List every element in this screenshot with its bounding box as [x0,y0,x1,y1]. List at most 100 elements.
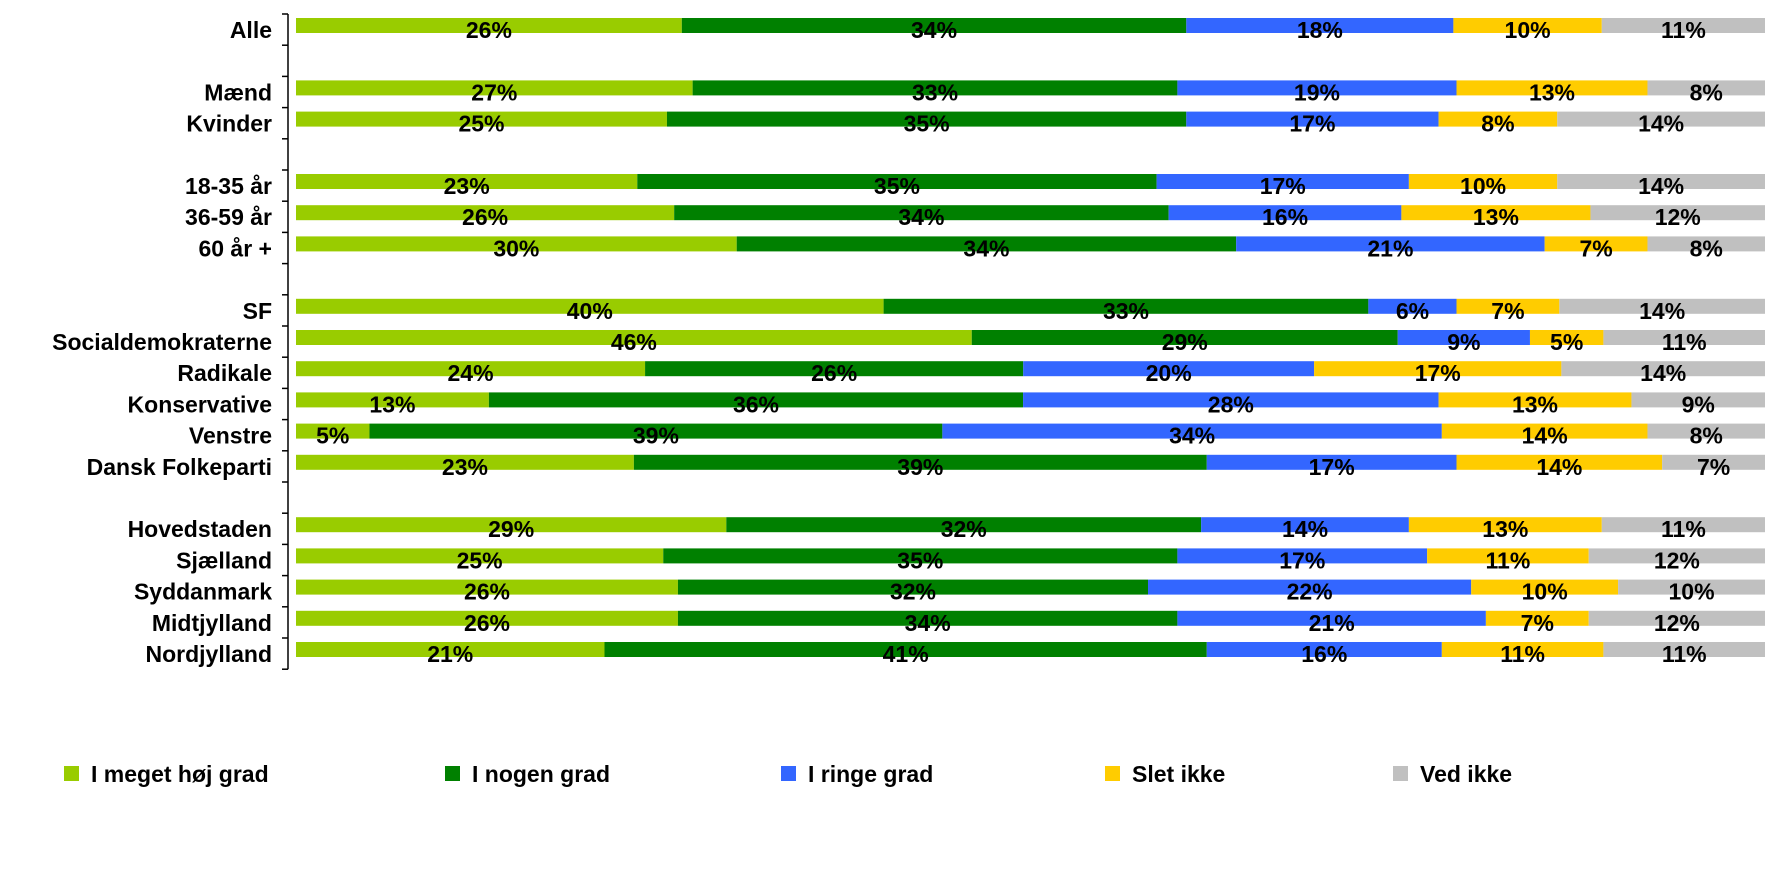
bar-segment [296,205,675,221]
data-label: 25% [457,547,503,573]
data-label: 13% [1529,79,1575,105]
category-label: Syddanmark [134,579,272,605]
data-label: 25% [458,111,504,137]
bar-segment [1603,330,1765,345]
bar-segment [296,392,489,408]
data-label: 21% [1367,235,1413,261]
data-label: 27% [471,79,517,105]
data-label: 10% [1460,173,1506,199]
data-label: 12% [1654,547,1700,573]
data-label: 28% [1208,391,1254,417]
bar-segment [1456,298,1560,314]
category-label: Kvinder [186,111,272,137]
data-label: 8% [1690,423,1723,449]
bar-segment [677,610,1178,626]
bar-segment [883,298,1369,314]
bar-segment [1631,392,1765,408]
bar-segment [1471,579,1619,595]
data-label: 26% [462,204,508,230]
legend-swatch [781,766,796,781]
category-label: Midtjylland [152,610,272,636]
bar-segment [1177,610,1486,626]
bar-segment [1408,174,1558,189]
data-label: 7% [1697,454,1730,480]
data-label: 21% [427,641,473,667]
data-label: 7% [1521,610,1554,636]
data-label: 35% [874,173,920,199]
data-label: 11% [1486,547,1531,573]
data-label: 12% [1655,204,1701,230]
data-label: 9% [1447,329,1480,355]
data-label: 24% [448,360,494,386]
data-label: 33% [1103,298,1149,324]
bar-segment [1647,80,1765,96]
bar-segment [604,642,1207,657]
bar-segment [1485,610,1589,626]
data-label: 12% [1654,610,1700,636]
legend-swatch [64,766,79,781]
bar-segment [1401,205,1591,221]
data-label: 7% [1579,235,1612,261]
data-label: 8% [1481,111,1514,137]
bar-segment [1559,298,1765,314]
data-label: 14% [1522,423,1568,449]
data-label: 7% [1491,298,1524,324]
data-label: 10% [1522,579,1568,605]
category-label: 60 år + [198,235,272,261]
data-label: 34% [963,235,1009,261]
data-label: 14% [1638,173,1684,199]
data-label: 16% [1262,204,1308,230]
bar-segment [666,111,1187,127]
bar-segment [296,80,693,96]
bar-segment [681,18,1187,33]
data-label: 10% [1505,17,1551,43]
data-label: 13% [369,391,415,417]
bar-segment [677,579,1149,595]
bar-segment [1427,548,1589,564]
bar-segment [1662,454,1765,470]
bar-segment [296,330,972,345]
bar-segment [633,454,1207,470]
category-label: 18-35 år [185,173,272,199]
bar-segment [1647,236,1765,252]
bar-segment [369,423,943,439]
data-label: 35% [904,111,950,137]
bar-segment [1601,18,1765,33]
data-label: 29% [488,516,534,542]
bar-segment [726,517,1202,533]
category-label: Venstre [189,423,272,449]
bar-segment [1438,111,1558,127]
bars-layer [296,18,1765,657]
data-label: 34% [905,610,951,636]
data-label: 17% [1309,454,1355,480]
data-label: 30% [493,235,539,261]
data-label: 32% [941,516,987,542]
data-label: 26% [466,17,512,43]
legend-item: Slet ikke [1105,761,1225,787]
data-label: 17% [1260,173,1306,199]
bar-segment [488,392,1024,408]
bar-segment [1453,18,1602,33]
bar-segment [971,330,1398,345]
bar-segment [736,236,1237,252]
data-label: 11% [1661,17,1706,43]
bar-segment [1408,517,1602,533]
bar-segment [637,174,1157,189]
data-label: 8% [1690,79,1723,105]
data-label: 14% [1640,360,1686,386]
bar-segment [1590,205,1765,221]
data-label: 35% [897,547,943,573]
data-label: 14% [1536,454,1582,480]
category-label: Radikale [177,360,272,386]
data-label: 6% [1396,298,1429,324]
data-label: 29% [1162,329,1208,355]
category-label: Alle [230,17,272,43]
category-label: Mænd [204,79,272,105]
category-label: Konservative [128,391,272,417]
data-label: 39% [897,454,943,480]
legend-item: I meget høj grad [64,761,269,787]
bar-segment [1206,454,1457,470]
bar-segment [1601,517,1765,533]
legend-label: I nogen grad [472,761,610,787]
data-label: 17% [1415,360,1461,386]
